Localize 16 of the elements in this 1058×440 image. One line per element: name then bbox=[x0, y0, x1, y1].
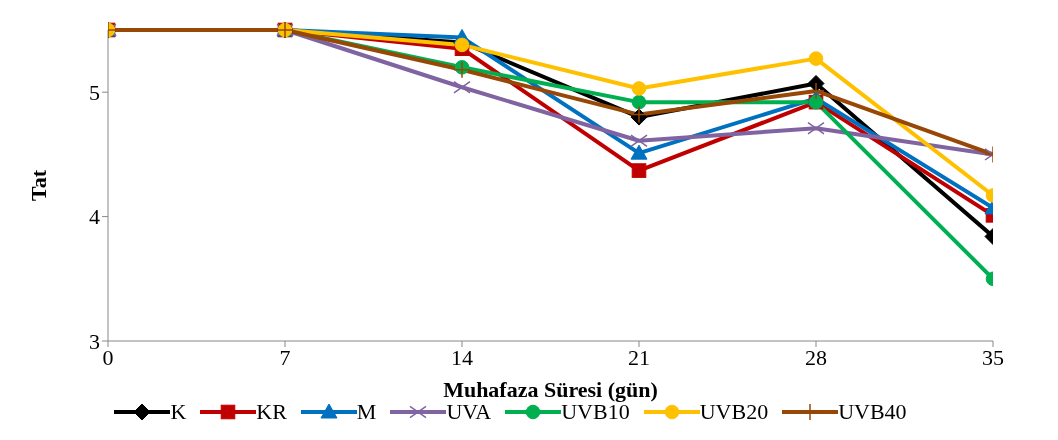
x-tick-label: 28 bbox=[805, 344, 827, 370]
x-tick-label: 0 bbox=[102, 344, 114, 370]
y-tick-label: 4 bbox=[89, 204, 100, 230]
legend-label: UVB40 bbox=[838, 399, 907, 425]
x-tick-label: 7 bbox=[279, 344, 291, 370]
legend-label: KR bbox=[256, 399, 287, 425]
legend-label: UVB20 bbox=[699, 399, 769, 425]
x-tick-label: 35 bbox=[982, 344, 1004, 370]
legend-label: UVA bbox=[446, 399, 492, 425]
y-axis-title: Tat bbox=[25, 169, 51, 201]
legend-label: K bbox=[170, 399, 187, 425]
x-tick-label: 14 bbox=[451, 344, 473, 370]
legend-label: M bbox=[356, 399, 377, 425]
y-tick-label: 5 bbox=[89, 80, 100, 106]
y-tick-label: 3 bbox=[89, 328, 100, 354]
x-tick-label: 21 bbox=[628, 344, 650, 370]
